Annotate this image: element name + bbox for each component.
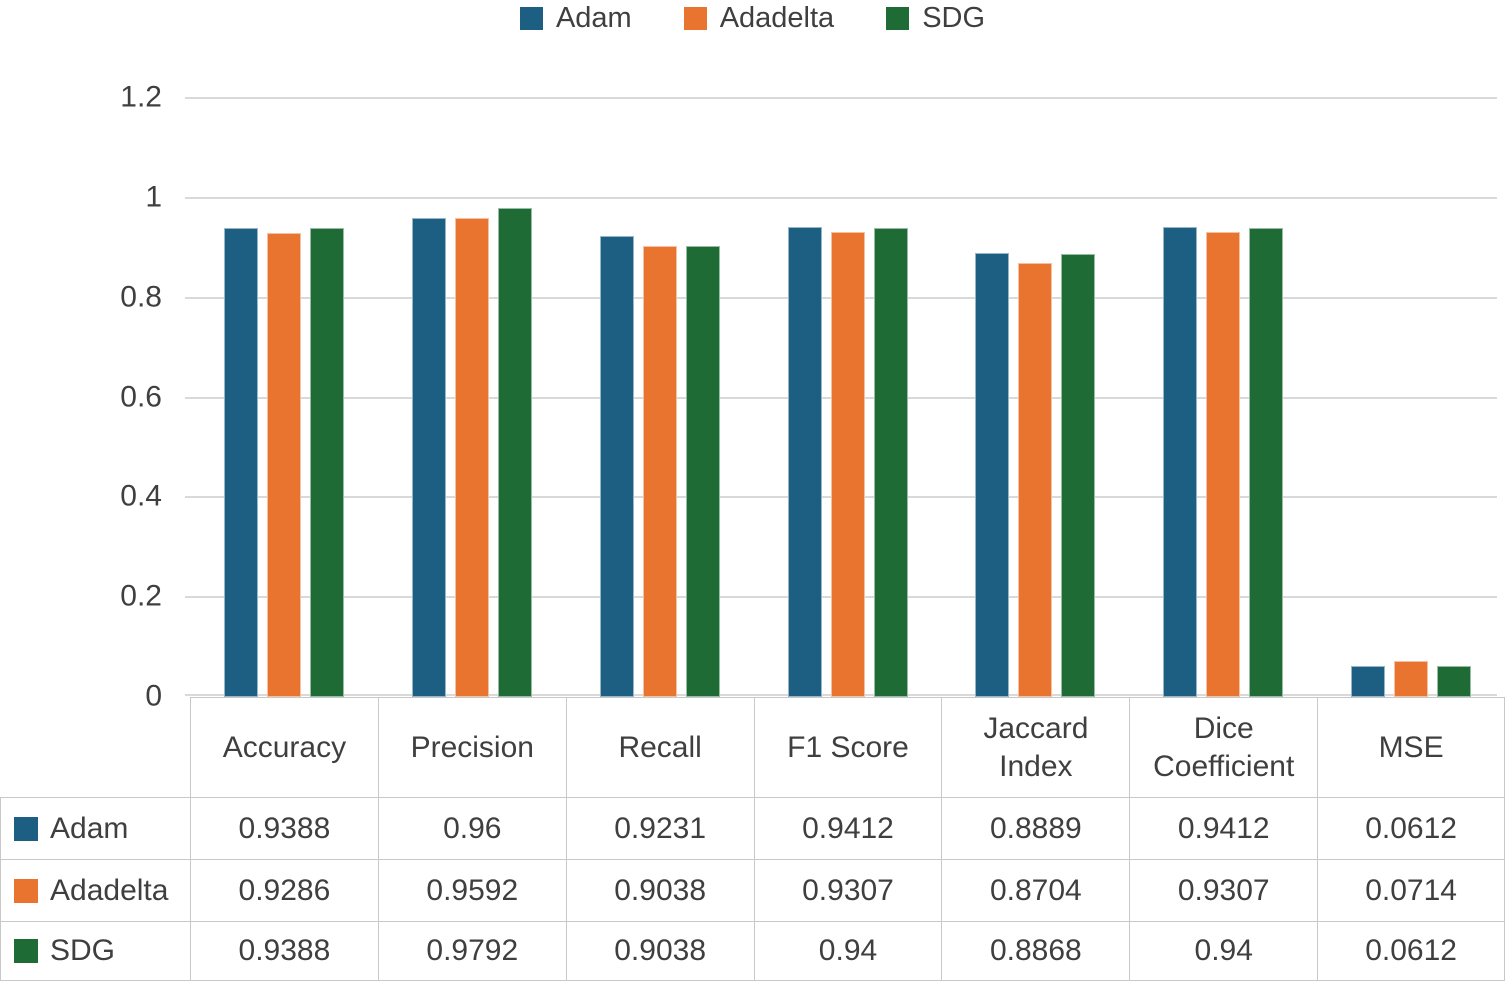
bar-adadelta-jaccard-index: [1018, 262, 1053, 697]
table-value-cell: 0.0612: [1317, 921, 1505, 981]
column-header-recall: Recall: [565, 697, 754, 797]
table-value-cell: 0.9388: [190, 921, 378, 981]
table-value-cell: 0.0714: [1317, 859, 1505, 921]
row-swatch-adadelta: [14, 878, 38, 903]
legend-swatch-adadelta: [683, 7, 707, 30]
legend-label: Adam: [555, 2, 632, 34]
y-axis-tick-label: 1.2: [120, 80, 162, 114]
bar-adadelta-f1-score: [830, 232, 865, 697]
legend-swatch-sdg: [886, 7, 910, 30]
bar-sdg-recall: [685, 245, 720, 697]
gridline: [185, 97, 1497, 99]
row-label-adadelta: Adadelta: [0, 859, 190, 921]
bar-adadelta-recall: [642, 245, 677, 697]
table-value-cell: 0.9231: [565, 797, 754, 859]
column-header-jaccard-index: Jaccard Index: [941, 697, 1130, 797]
table-value-cell: 0.9792: [377, 921, 566, 981]
bar-sdg-precision: [497, 208, 532, 697]
legend-label: Adadelta: [719, 2, 835, 34]
gridline: [185, 196, 1497, 199]
bar-adadelta-mse: [1394, 661, 1429, 697]
bar-sdg-mse: [1437, 666, 1472, 697]
y-axis-tick-label: 0.2: [120, 579, 162, 613]
bar-adadelta-accuracy: [266, 233, 301, 697]
table-value-cell: 0.9388: [190, 797, 378, 859]
bar-adam-precision: [411, 217, 446, 697]
legend-item-adadelta: Adadelta: [683, 2, 835, 35]
table-value-cell: 0.94: [753, 921, 942, 981]
bar-sdg-accuracy: [309, 228, 344, 697]
bar-adadelta-precision: [454, 218, 489, 697]
column-header-accuracy: Accuracy: [190, 697, 378, 797]
bar-sdg-dice-coefficient: [1249, 227, 1284, 697]
table-value-cell: 0.9592: [377, 859, 566, 921]
table-corner-cell: [0, 697, 190, 797]
bar-sdg-f1-score: [873, 227, 908, 697]
table-value-cell: 0.9412: [753, 797, 942, 859]
table-value-cell: 0.8889: [941, 797, 1130, 859]
legend-item-sdg: SDG: [886, 2, 985, 35]
row-label-text: Adadelta: [50, 873, 169, 907]
y-axis-tick-label: 0.4: [120, 479, 162, 513]
table-value-cell: 0.96: [377, 797, 566, 859]
row-label-sdg: SDG: [0, 921, 190, 981]
bar-adam-jaccard-index: [975, 253, 1010, 697]
bar-adam-accuracy: [223, 228, 258, 697]
bar-sdg-jaccard-index: [1061, 254, 1096, 697]
row-label-text: SDG: [50, 934, 116, 968]
table-value-cell: 0.9412: [1129, 797, 1318, 859]
row-swatch-adam: [14, 816, 38, 841]
table-value-cell: 0.0612: [1317, 797, 1505, 859]
bar-adam-recall: [599, 236, 634, 697]
table-value-cell: 0.9038: [565, 921, 754, 981]
row-swatch-sdg: [14, 939, 38, 963]
legend-swatch-adam: [519, 7, 543, 30]
y-axis-tick-label: 0: [145, 679, 162, 713]
table-value-cell: 0.9038: [565, 859, 754, 921]
bar-adam-f1-score: [787, 227, 822, 697]
table-value-cell: 0.9307: [1129, 859, 1318, 921]
table-value-cell: 0.8868: [941, 921, 1130, 981]
row-label-adam: Adam: [0, 797, 190, 859]
data-table: Accuracy Precision Recall F1 Score Jaccard I…: [0, 697, 1505, 981]
column-header-dice-coefficient: Dice Coefficient: [1129, 697, 1318, 797]
column-header-f1-score: F1 Score: [753, 697, 942, 797]
table-value-cell: 0.9307: [753, 859, 942, 921]
y-axis-tick-label: 0.8: [120, 279, 162, 313]
legend-label: SDG: [922, 2, 986, 34]
row-label-text: Adam: [50, 811, 129, 845]
bar-chart: Adam Adadelta SDG 0 0.2 0.4 0.6 0.8 1 1.2: [0, 2, 1505, 712]
table-value-cell: 0.94: [1129, 921, 1318, 981]
bar-adam-dice-coefficient: [1163, 227, 1198, 697]
chart-legend: Adam Adadelta SDG: [0, 2, 1505, 35]
bar-adam-mse: [1351, 666, 1386, 697]
bar-adadelta-dice-coefficient: [1206, 232, 1241, 697]
y-axis-tick-label: 1: [145, 180, 162, 214]
legend-item-adam: Adam: [519, 2, 632, 35]
table-value-cell: 0.9286: [190, 859, 378, 921]
table-value-cell: 0.8704: [941, 859, 1130, 921]
column-header-precision: Precision: [377, 697, 566, 797]
y-axis-tick-label: 0.6: [120, 379, 162, 413]
column-header-mse: MSE: [1317, 697, 1505, 797]
